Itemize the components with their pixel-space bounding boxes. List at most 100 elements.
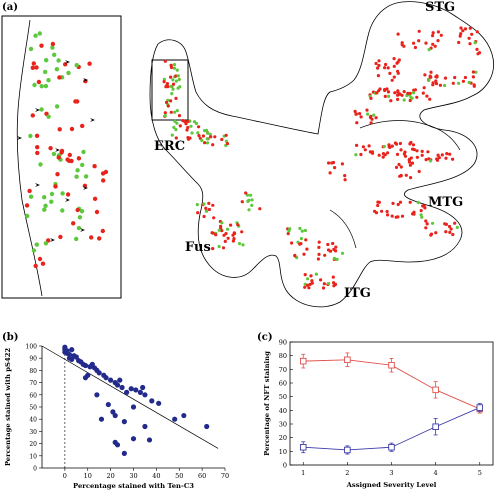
y-tick-label: 0 [283, 462, 287, 470]
ps422-marker [388, 71, 392, 75]
ps422-marker [76, 156, 82, 161]
ps422-marker [461, 79, 465, 83]
data-point [114, 382, 121, 388]
ten-c3-marker [303, 228, 307, 233]
ps422-marker [394, 165, 399, 169]
ps422-marker [423, 73, 427, 77]
ten-c3-marker [427, 48, 431, 52]
ps422-marker [202, 214, 206, 219]
x-tick-label: 70 [221, 472, 229, 480]
ps422-marker [166, 104, 170, 108]
ps422-marker [376, 74, 380, 78]
arrowhead-marker [65, 60, 70, 64]
ps422-marker [240, 200, 244, 204]
data-marker [344, 446, 351, 454]
ps422-marker [391, 201, 395, 205]
ten-c3-marker [300, 229, 304, 233]
data-point [140, 384, 146, 391]
ps422-marker [333, 166, 337, 170]
ps422-marker [331, 241, 335, 246]
ps422-marker [387, 143, 391, 147]
ten-c3-marker [50, 45, 55, 50]
trendline [41, 345, 219, 449]
ps422-marker [385, 209, 389, 214]
ps422-marker [444, 230, 448, 234]
y-tick-label: 0 [33, 466, 37, 473]
ten-c3-marker [249, 193, 253, 197]
ten-c3-marker [77, 215, 83, 220]
ten-c3-marker [56, 58, 61, 63]
ps422-marker [92, 164, 97, 169]
ten-c3-marker [226, 227, 230, 231]
ps422-marker [323, 253, 327, 257]
ps422-marker [355, 121, 359, 125]
ps422-marker [449, 227, 453, 231]
ps422-marker [396, 71, 400, 75]
ps422-marker [383, 66, 387, 70]
ps422-marker [332, 281, 336, 285]
mtg-sulcus [359, 120, 461, 151]
ten-c3-marker [224, 139, 228, 143]
ten-c3-marker [49, 191, 55, 197]
ps422-marker [34, 65, 39, 70]
ps422-marker [33, 263, 38, 269]
ten-c3-marker [366, 112, 370, 116]
data-point [69, 347, 75, 353]
ps422-marker [221, 246, 226, 250]
region-label-fus: Fus [185, 240, 211, 255]
ps422-marker [417, 39, 421, 43]
ps422-marker [303, 285, 307, 289]
ps422-marker [434, 82, 439, 86]
ps422-marker [453, 75, 457, 80]
arrowhead-marker [90, 118, 95, 122]
ps422-marker [421, 204, 425, 208]
ps422-marker [58, 234, 63, 240]
ps422-marker [431, 42, 435, 46]
y-tick-label: 10 [29, 453, 37, 460]
ps422-marker [30, 65, 35, 71]
ps422-marker [435, 75, 439, 79]
ten-c3-marker [195, 203, 199, 207]
arrowhead-marker [35, 108, 40, 112]
ps422-marker [75, 207, 80, 213]
ten-c3-marker [217, 228, 221, 232]
region-label-mtg: MTG [428, 195, 464, 210]
region-label-erc: ERC [154, 139, 186, 154]
ps422-marker [431, 34, 435, 38]
ten-c3-marker [28, 194, 34, 199]
ps422-marker [24, 203, 30, 208]
ps422-marker [369, 114, 373, 118]
ps422-marker [424, 41, 428, 45]
region-label-stg: STG [425, 0, 456, 15]
ps422-marker [305, 247, 309, 251]
ps422-marker [197, 134, 201, 138]
ten-c3-marker [173, 119, 177, 123]
ps422-marker [377, 59, 381, 63]
ten-c3-marker [28, 46, 34, 52]
y-tick-label: 40 [279, 407, 287, 415]
ten-c3-marker [42, 195, 47, 200]
ps422-marker [392, 64, 396, 68]
data-point [82, 375, 89, 381]
ten-c3-marker [335, 257, 339, 261]
ps422-marker [196, 211, 200, 215]
ps422-marker [203, 141, 207, 145]
ps422-marker [92, 196, 98, 201]
ps422-marker [409, 156, 413, 160]
ten-c3-marker [175, 68, 179, 72]
ps422-marker [286, 232, 290, 236]
ps422-marker [458, 34, 462, 38]
ps422-marker [332, 284, 336, 288]
ps422-marker [396, 202, 400, 207]
ps422-marker [428, 97, 432, 101]
ten-c3-marker [60, 208, 65, 213]
ps422-marker [181, 119, 185, 123]
ps422-marker [408, 200, 412, 204]
ps422-marker [404, 173, 408, 177]
y-axis-title: Percentage stained with pS422 [4, 348, 12, 467]
ps422-marker [232, 237, 236, 241]
ten-c3-marker [332, 256, 336, 260]
ps422-marker [477, 51, 482, 55]
x-tick-label: 30 [129, 472, 137, 480]
x-tick-label: 20 [106, 472, 114, 480]
